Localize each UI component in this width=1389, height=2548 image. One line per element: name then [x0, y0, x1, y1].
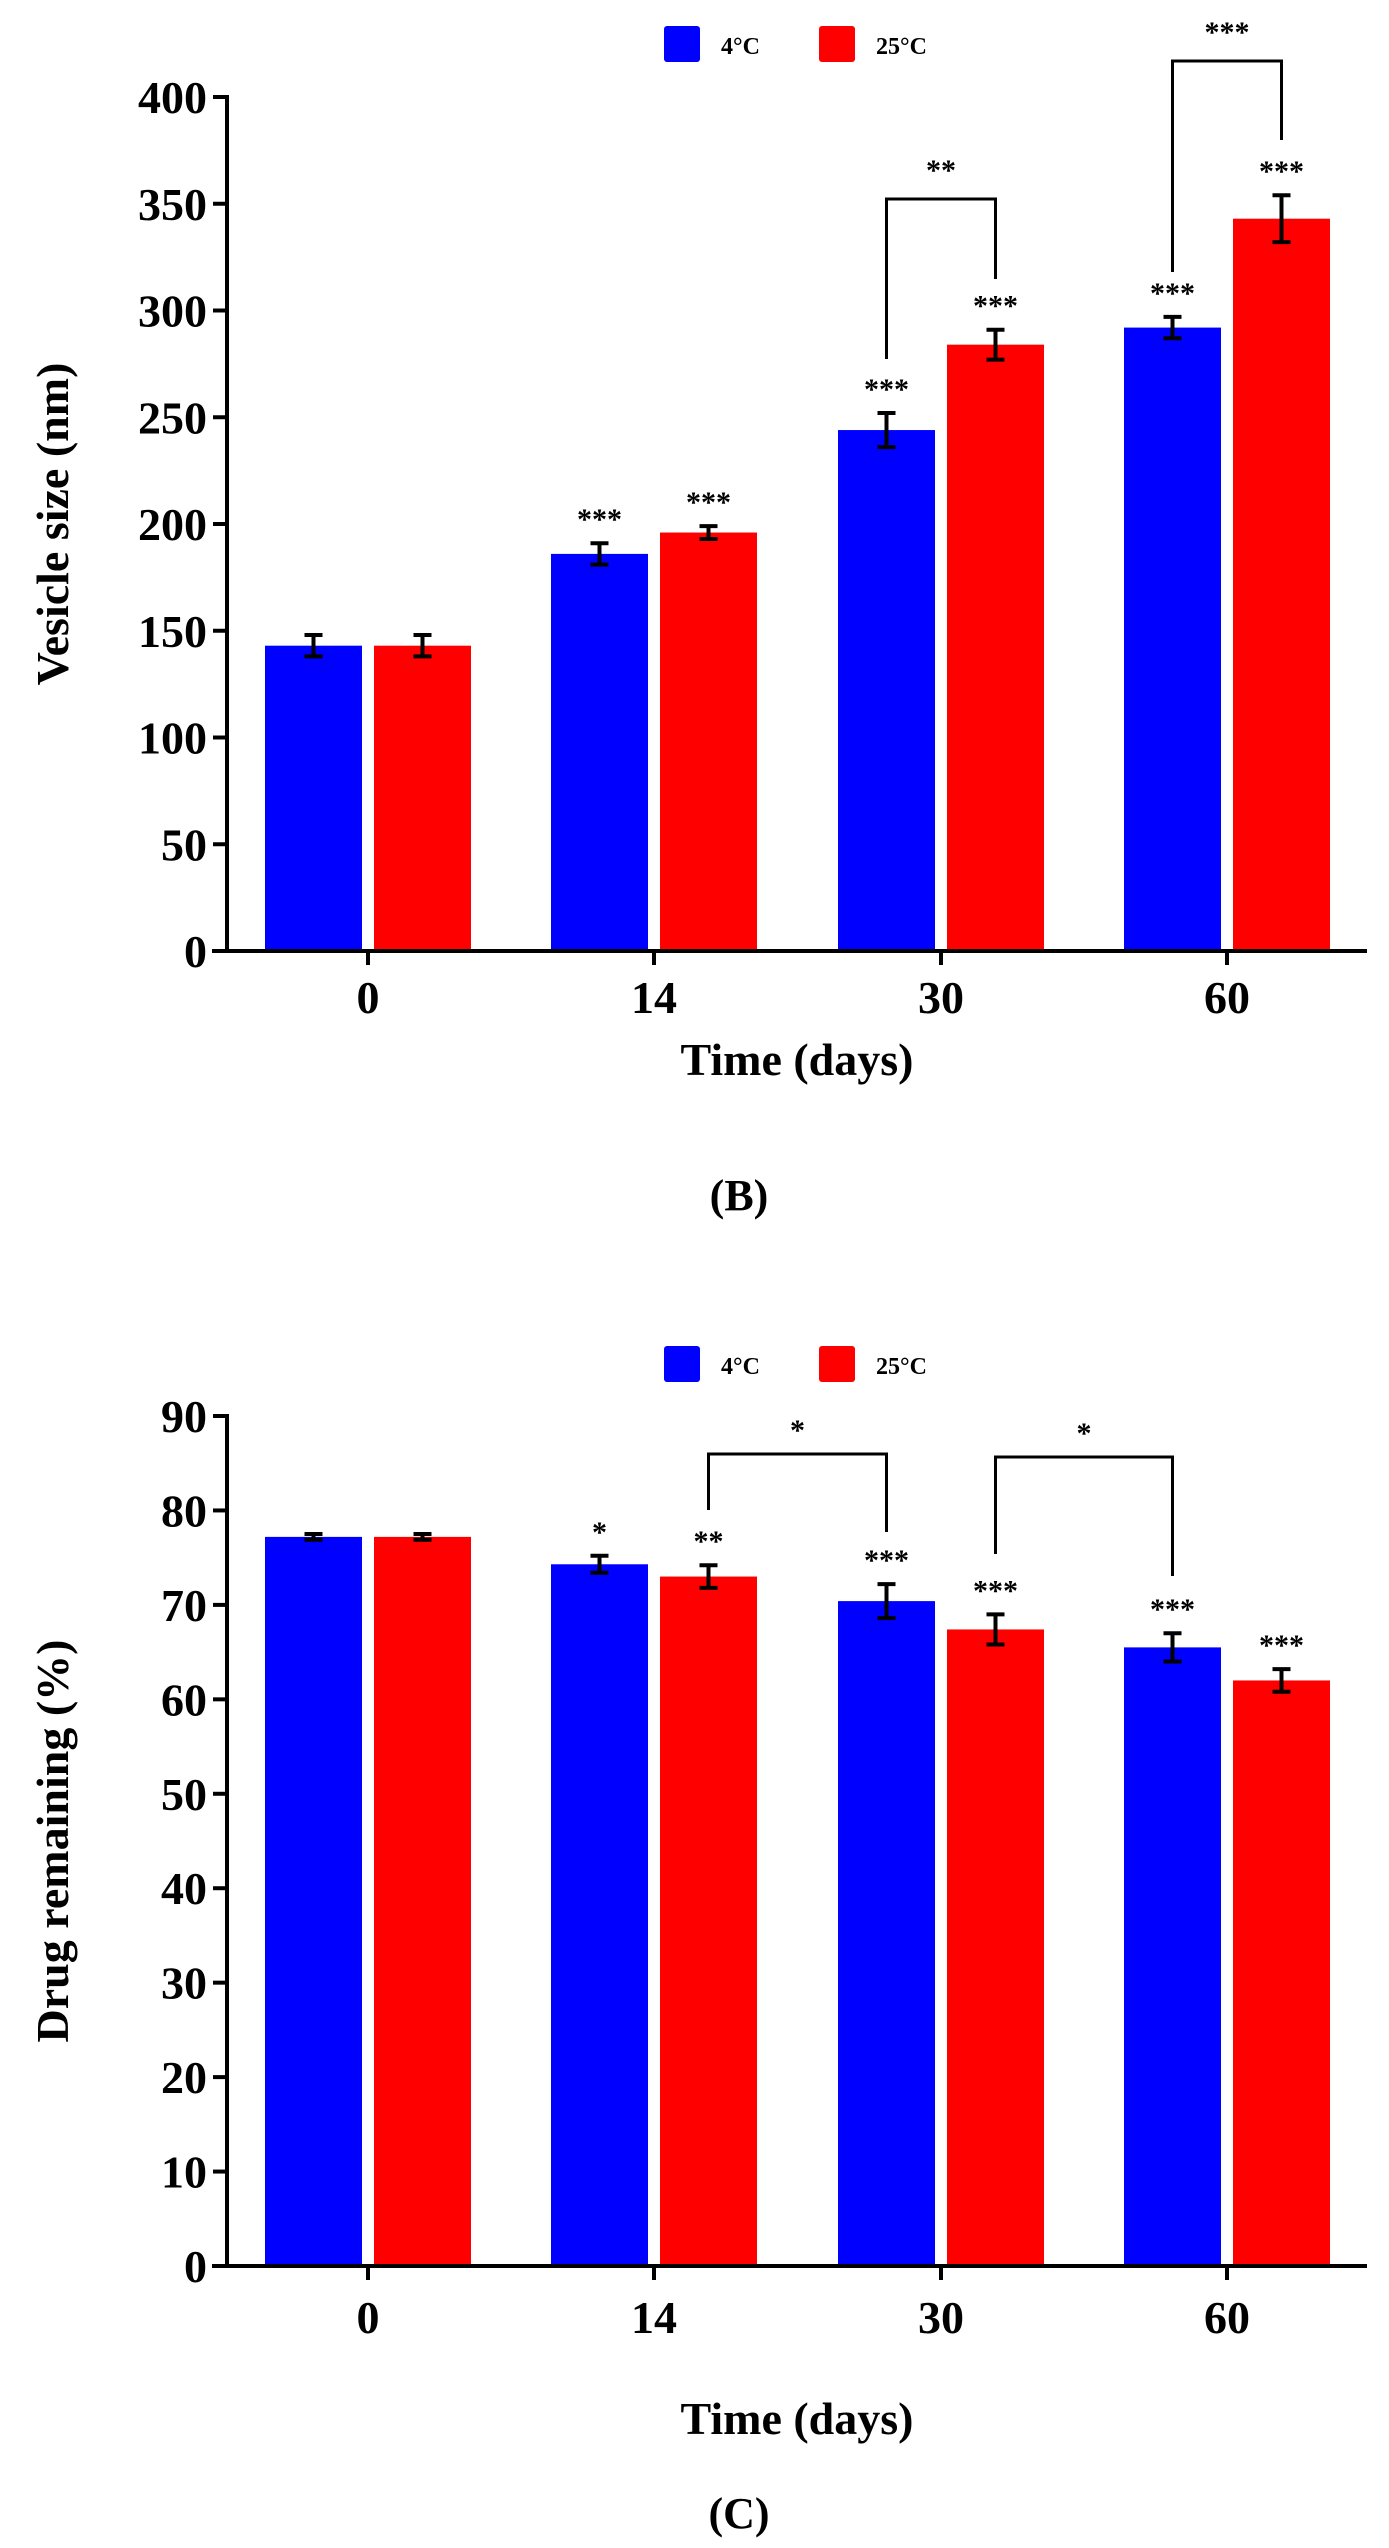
- panel-label: (B): [710, 1171, 769, 1220]
- bar-4C-day-60: [1124, 1647, 1221, 2266]
- significance-label: *: [592, 1516, 607, 1549]
- bar-4C-day-0: [265, 645, 362, 951]
- legend-label: 25°C: [876, 34, 927, 60]
- y-tick-label: 400: [138, 72, 207, 123]
- significance-label: ***: [1150, 277, 1195, 310]
- bar-25C-day-0: [374, 645, 471, 951]
- y-tick-label: 0: [184, 926, 207, 977]
- y-tick-label: 40: [161, 1863, 207, 1914]
- bar-25C-day-60: [1233, 218, 1330, 951]
- legend-label: 4°C: [721, 1354, 760, 1380]
- x-tick-label: 30: [918, 972, 964, 1023]
- comparison-label: **: [926, 154, 956, 187]
- bar-25C-day-14: [660, 532, 757, 951]
- bar-25C-day-30: [947, 1629, 1044, 2266]
- comparison-bracket: [707, 1452, 888, 1532]
- error-bar: [986, 327, 1005, 362]
- significance-label: ***: [1259, 155, 1304, 188]
- x-tick-label: 14: [631, 972, 677, 1023]
- y-tick-label: 20: [161, 2052, 207, 2103]
- error-bar: [877, 1582, 896, 1621]
- bar-25C-day-60: [1233, 1680, 1330, 2266]
- error-bar: [590, 1553, 609, 1575]
- error-bar: [304, 633, 323, 659]
- significance-label: ***: [973, 290, 1018, 323]
- y-tick-label: 90: [161, 1391, 207, 1442]
- comparison-bracket: [994, 1455, 1174, 1576]
- bar-4C-day-60: [1124, 327, 1221, 952]
- error-bar: [1272, 1667, 1291, 1694]
- bar-4C-day-30: [838, 1601, 935, 2266]
- bar-25C-day-14: [660, 1576, 757, 2266]
- comparison-label: ***: [1205, 16, 1250, 49]
- legend-swatch: [819, 1346, 855, 1382]
- error-bar: [877, 410, 896, 450]
- y-tick-label: 50: [161, 1769, 207, 1820]
- bar-4C-day-14: [551, 553, 648, 951]
- error-bar: [699, 524, 718, 541]
- y-tick-label: 0: [184, 2241, 207, 2292]
- error-bar: [986, 1612, 1005, 1647]
- x-tick-label: 60: [1204, 2292, 1250, 2343]
- bar-25C-day-30: [947, 344, 1044, 951]
- error-bar: [413, 1532, 432, 1542]
- x-tick-label: 0: [357, 2292, 380, 2343]
- x-axis-label: Time (days): [681, 2393, 914, 2444]
- significance-label: ***: [864, 373, 909, 406]
- x-tick-label: 14: [631, 2292, 677, 2343]
- y-tick-label: 150: [138, 606, 207, 657]
- significance-label: ***: [973, 1574, 1018, 1607]
- significance-label: ***: [864, 1544, 909, 1577]
- legend-swatch: [664, 26, 700, 62]
- bar-25C-day-0: [374, 1536, 471, 2266]
- significance-label: ***: [1150, 1593, 1195, 1626]
- legend-swatch: [819, 26, 855, 62]
- y-tick-label: 350: [138, 179, 207, 230]
- bar-4C-day-30: [838, 430, 935, 951]
- x-tick-label: 30: [918, 2292, 964, 2343]
- y-tick-label: 70: [161, 1580, 207, 1631]
- significance-label: ***: [1259, 1629, 1304, 1662]
- y-tick-label: 60: [161, 1674, 207, 1725]
- bar-4C-day-0: [265, 1536, 362, 2266]
- y-tick-label: 200: [138, 499, 207, 550]
- y-axis-label: Vesicle size (nm): [27, 363, 78, 686]
- error-bar: [590, 541, 609, 567]
- significance-label: **: [694, 1525, 724, 1558]
- panel-label: (C): [708, 2489, 769, 2538]
- x-tick-label: 0: [357, 972, 380, 1023]
- y-tick-label: 100: [138, 713, 207, 764]
- significance-label: ***: [686, 486, 731, 519]
- comparison-bracket: [1171, 59, 1283, 272]
- error-bar: [1163, 1631, 1182, 1664]
- y-tick-label: 50: [161, 819, 207, 870]
- legend: 4°C 25°C: [664, 1346, 927, 1382]
- error-bar: [1272, 193, 1291, 245]
- y-tick-label: 30: [161, 1958, 207, 2009]
- comparison-label: *: [790, 1414, 805, 1447]
- legend-label: 4°C: [721, 34, 760, 60]
- y-tick-label: 80: [161, 1485, 207, 1536]
- error-bar: [1163, 314, 1182, 341]
- y-tick-label: 10: [161, 2147, 207, 2198]
- bar-4C-day-14: [551, 1564, 648, 2266]
- x-tick-label: 60: [1204, 972, 1250, 1023]
- error-bar: [413, 633, 432, 659]
- comparison-bracket: [885, 197, 997, 359]
- error-bar: [699, 1563, 718, 1590]
- comparison-label: *: [1077, 1417, 1092, 1450]
- chart-panel-b: ***********************05010015020025030…: [27, 16, 1367, 1220]
- legend-swatch: [664, 1346, 700, 1382]
- y-tick-label: 300: [138, 286, 207, 337]
- x-axis-label: Time (days): [681, 1034, 914, 1085]
- legend: 4°C 25°C: [664, 26, 927, 62]
- significance-label: ***: [577, 503, 622, 536]
- y-tick-label: 250: [138, 392, 207, 443]
- error-bar: [304, 1532, 323, 1542]
- legend-label: 25°C: [876, 1354, 927, 1380]
- y-axis-label: Drug remaining (%): [27, 1640, 78, 2043]
